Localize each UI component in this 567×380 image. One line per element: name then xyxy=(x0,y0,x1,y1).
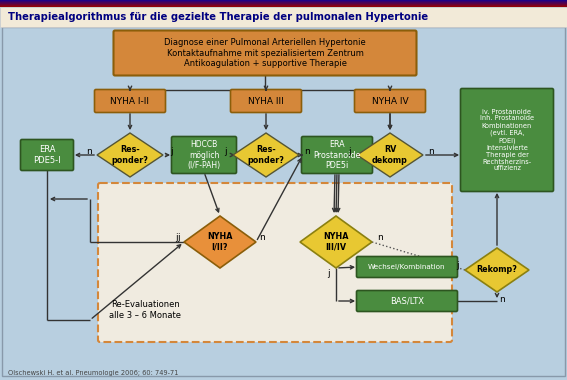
Text: iv. Prostanoide
Inh. Prostanoide
Kombinationen
(evtl. ERA,
PDEI)
Intensivierte
T: iv. Prostanoide Inh. Prostanoide Kombina… xyxy=(480,109,534,171)
Text: j: j xyxy=(456,261,458,269)
FancyBboxPatch shape xyxy=(171,136,236,174)
Text: Olschewski H. et al. Pneumologie 2006; 60: 749-71: Olschewski H. et al. Pneumologie 2006; 6… xyxy=(8,370,179,376)
Text: Diagnose einer Pulmonal Arteriellen Hypertonie
Kontaktaufnahme mit spezialisiert: Diagnose einer Pulmonal Arteriellen Hype… xyxy=(164,38,366,68)
Bar xyxy=(0,5,567,6)
Text: NYHA IV: NYHA IV xyxy=(372,97,408,106)
Text: ERA
PDE5-I: ERA PDE5-I xyxy=(33,145,61,165)
Text: RV
dekomp: RV dekomp xyxy=(372,145,408,165)
FancyBboxPatch shape xyxy=(460,89,553,192)
Bar xyxy=(0,2,567,3)
Text: HDCCB
möglich
(I/F-PAH): HDCCB möglich (I/F-PAH) xyxy=(188,140,221,170)
Bar xyxy=(0,6,567,7)
Polygon shape xyxy=(233,133,299,177)
Text: n: n xyxy=(259,233,265,242)
Text: j: j xyxy=(170,147,172,155)
Text: NYHA
III/IV: NYHA III/IV xyxy=(323,232,349,252)
Text: n: n xyxy=(377,233,383,242)
Text: n: n xyxy=(304,147,310,155)
FancyBboxPatch shape xyxy=(95,90,166,112)
Bar xyxy=(0,6,567,7)
Text: NYHA I-II: NYHA I-II xyxy=(111,97,150,106)
Text: BAS/LTX: BAS/LTX xyxy=(390,296,424,306)
Polygon shape xyxy=(465,248,529,292)
Polygon shape xyxy=(300,216,372,268)
FancyBboxPatch shape xyxy=(113,30,417,76)
FancyBboxPatch shape xyxy=(231,90,302,112)
Text: Res-
ponder?: Res- ponder? xyxy=(248,145,285,165)
Text: Wechsel/Kombination: Wechsel/Kombination xyxy=(368,264,446,270)
Text: NYHA III: NYHA III xyxy=(248,97,284,106)
FancyBboxPatch shape xyxy=(357,290,458,312)
Bar xyxy=(0,3,567,4)
Text: ERA
Prostanoide
PDE5i: ERA Prostanoide PDE5i xyxy=(313,140,361,170)
Bar xyxy=(0,0,567,1)
Text: j: j xyxy=(177,233,179,242)
Polygon shape xyxy=(357,133,423,177)
Text: NYHA
I/II?: NYHA I/II? xyxy=(208,232,232,252)
Polygon shape xyxy=(97,133,163,177)
Text: Therapiealgorithmus für die gezielte Therapie der pulmonalen Hypertonie: Therapiealgorithmus für die gezielte The… xyxy=(8,13,428,22)
FancyBboxPatch shape xyxy=(357,256,458,277)
Polygon shape xyxy=(184,216,256,268)
Text: Res-
ponder?: Res- ponder? xyxy=(112,145,149,165)
Bar xyxy=(0,2,567,3)
FancyBboxPatch shape xyxy=(20,139,74,171)
Text: n: n xyxy=(428,147,434,155)
Bar xyxy=(0,4,567,5)
Text: n: n xyxy=(499,296,505,304)
FancyBboxPatch shape xyxy=(354,90,425,112)
Bar xyxy=(0,1,567,2)
Text: Re-Evaluationen
alle 3 – 6 Monate: Re-Evaluationen alle 3 – 6 Monate xyxy=(109,300,181,320)
Text: j: j xyxy=(327,269,329,279)
Text: n: n xyxy=(86,147,92,155)
Text: Rekomp?: Rekomp? xyxy=(476,266,518,274)
Text: j: j xyxy=(175,233,177,242)
FancyBboxPatch shape xyxy=(98,183,452,342)
Text: j: j xyxy=(348,147,350,155)
Text: j: j xyxy=(224,147,226,155)
Bar xyxy=(0,7,567,27)
FancyBboxPatch shape xyxy=(302,136,373,174)
